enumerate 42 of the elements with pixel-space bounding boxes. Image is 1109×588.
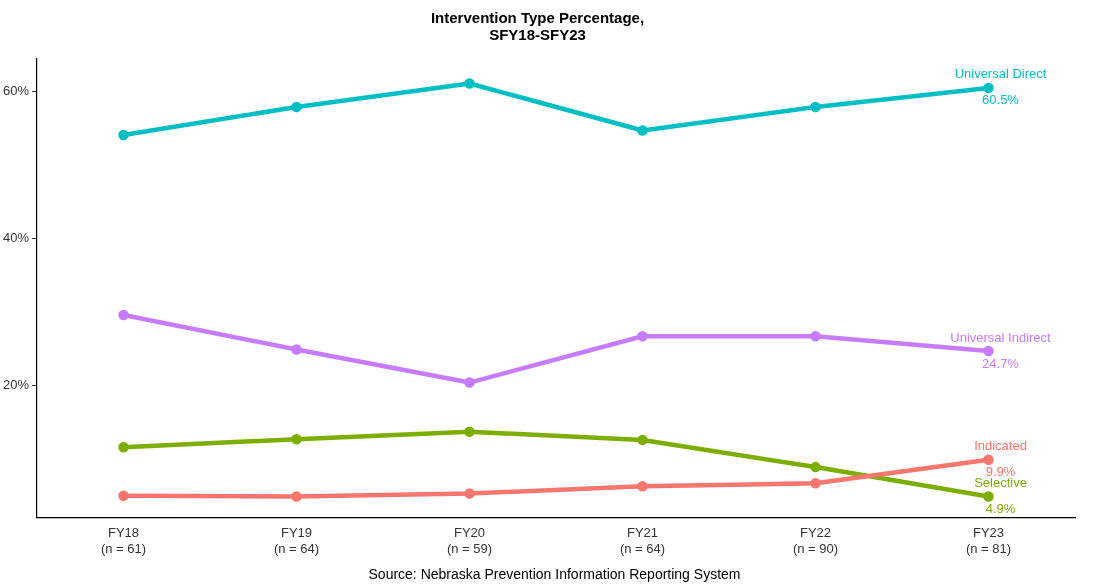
point <box>983 491 994 502</box>
point <box>118 129 129 141</box>
series-label: Universal Direct <box>954 66 1047 82</box>
point <box>810 101 821 113</box>
y-tick-label: 20% <box>2 377 30 393</box>
point <box>118 490 129 501</box>
point <box>291 101 302 113</box>
point <box>637 125 648 136</box>
point <box>291 433 302 445</box>
point <box>983 345 994 357</box>
data-label: 4.9% <box>985 501 1016 517</box>
x-tick-label: FY21 (n = 64) <box>619 525 666 556</box>
point <box>637 480 648 492</box>
data-label: 60.5% <box>982 92 1020 108</box>
point <box>983 82 994 94</box>
point <box>983 454 994 465</box>
source-note: Source: Nebraska Prevention Information Reporting System <box>367 566 742 582</box>
x-tick-label: FY18 (n = 61) <box>100 525 147 556</box>
point <box>637 331 648 342</box>
x-tick-label: FY23 (n = 81) <box>965 525 1012 556</box>
point <box>637 434 648 446</box>
data-label: 24.7% <box>982 355 1020 371</box>
x-tick-label: FY22 (n = 90) <box>792 525 839 556</box>
point <box>291 344 302 355</box>
series-label: Selective <box>974 475 1027 491</box>
y-tick-label: 60% <box>2 83 30 99</box>
point <box>118 309 129 321</box>
point <box>291 491 302 502</box>
point <box>118 442 129 453</box>
point <box>464 488 475 499</box>
point <box>464 377 475 388</box>
point <box>464 426 475 438</box>
point <box>810 331 821 342</box>
x-tick-label: FY20 (n = 59) <box>446 525 493 556</box>
series-label: Universal Indirect <box>950 329 1052 345</box>
x-tick-label: FY19 (n = 64) <box>273 525 320 556</box>
series-label: Indicated <box>974 438 1027 454</box>
point <box>810 461 821 473</box>
chart-title: Intervention Type Percentage, SFY18-SFY23 <box>430 8 645 44</box>
point <box>810 478 821 489</box>
y-tick-label: 40% <box>2 230 30 246</box>
point <box>464 78 475 89</box>
